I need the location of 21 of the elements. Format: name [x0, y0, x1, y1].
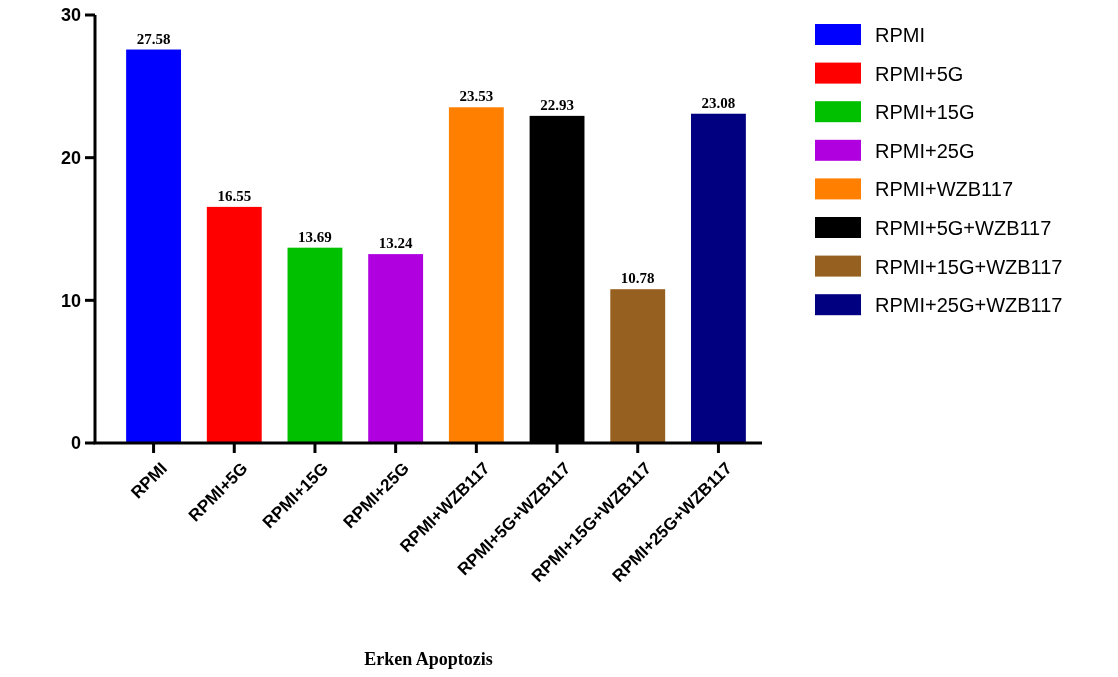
data-label: 13.69	[298, 228, 332, 245]
data-label: 22.93	[540, 96, 574, 113]
legend-label: RPMI+15G+WZB117	[875, 255, 1063, 278]
y-tick-label: 0	[70, 433, 81, 454]
y-tick-label: 20	[60, 147, 81, 168]
x-axis-title: Erken Apoptozis	[364, 649, 493, 669]
data-label: 23.08	[701, 94, 736, 111]
data-label: 16.55	[217, 187, 252, 204]
legend-label: RPMI+15G	[875, 101, 975, 124]
data-label: 23.53	[459, 88, 494, 105]
legend-label: RPMI+5G+WZB117	[875, 217, 1052, 239]
legend-label: RPMI+25G+WZB117	[875, 294, 1063, 317]
data-label: 10.78	[620, 270, 655, 287]
legend-label: RPMI+WZB117	[875, 178, 1013, 201]
y-tick-label: 10	[60, 290, 81, 311]
legend-label: RPMI+5G	[875, 62, 964, 85]
legend-label: RPMI	[875, 24, 925, 46]
data-label: 27.58	[136, 30, 171, 47]
legend-label: RPMI+25G	[875, 139, 975, 162]
data-label: 13.24	[378, 235, 414, 252]
y-tick-label: 30	[60, 5, 81, 26]
